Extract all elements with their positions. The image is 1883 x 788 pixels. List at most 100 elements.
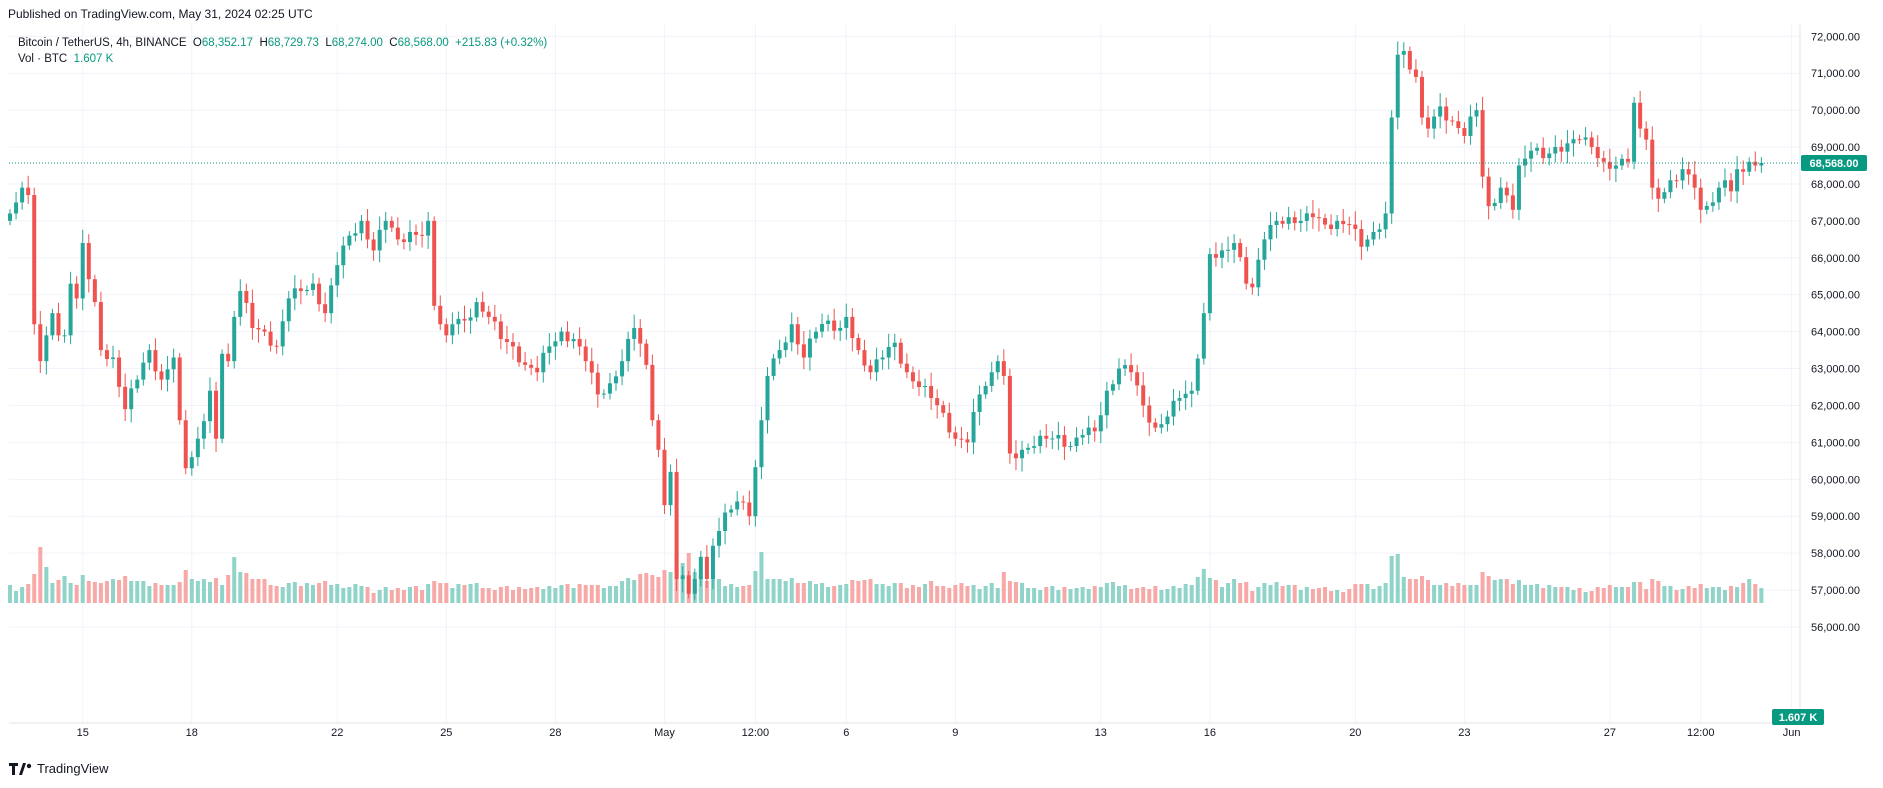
candle-body [989, 372, 994, 386]
y-tick-label: 68,000.00 [1811, 179, 1860, 191]
volume-bar [498, 587, 503, 603]
volume-bar [262, 579, 267, 603]
candle-body [1123, 365, 1128, 369]
volume-bar [1044, 587, 1049, 603]
volume-bar [1092, 586, 1097, 603]
volume-bar [1080, 587, 1085, 603]
volume-bar [723, 586, 728, 603]
volume-bar [1571, 590, 1576, 603]
candle-body [1050, 438, 1055, 440]
volume-bar [735, 587, 740, 603]
volume-bar [717, 579, 722, 603]
volume-bar [989, 583, 994, 603]
candle-body [1201, 313, 1206, 359]
volume-label[interactable]: Vol · BTC [18, 53, 68, 65]
candle-body [1141, 385, 1146, 406]
candle-body [1468, 116, 1473, 136]
candle-body [541, 352, 546, 373]
candle-body [1541, 147, 1546, 159]
volume-bar [1371, 589, 1376, 603]
volume-bar [1419, 576, 1424, 603]
candle-body [1365, 239, 1370, 247]
volume-bar [298, 586, 303, 603]
volume-bar [426, 584, 431, 603]
volume-row: Vol · BTC 1.607 K [18, 51, 547, 67]
candle-body [1704, 205, 1709, 210]
candle-body [365, 220, 370, 240]
x-tick-label: May [654, 727, 675, 739]
candle-body [414, 231, 419, 235]
volume-bar [1026, 588, 1031, 603]
candle-body [947, 412, 952, 433]
last-volume-badge [1772, 709, 1824, 725]
volume-bar [1426, 580, 1431, 603]
y-tick-label: 64,000.00 [1811, 327, 1860, 339]
candle-body [1135, 372, 1140, 386]
chart-frame[interactable]: 56,000.00 57,000.00 58,000.00 59,000.00 60,0… [0, 25, 1883, 758]
candle-body [904, 363, 909, 373]
volume-bar [1347, 589, 1352, 603]
tradingview-footer[interactable]: TradingView [9, 761, 109, 776]
volume-bar [456, 584, 461, 603]
volume-bar [1153, 586, 1158, 603]
volume-bar [280, 587, 285, 603]
volume-bar [1462, 585, 1467, 603]
volume-bar [214, 578, 219, 603]
volume-bar [420, 590, 425, 603]
candle-body [450, 324, 455, 336]
low-label: L [325, 37, 332, 49]
volume-bar [1335, 590, 1340, 603]
candle-body [1547, 153, 1552, 159]
volume-bar [559, 585, 564, 603]
candle-body [1456, 121, 1461, 129]
candle-body [474, 302, 479, 318]
candle-body [268, 331, 273, 346]
candle-body [1674, 180, 1679, 182]
candle-body [56, 313, 61, 336]
candle-body [171, 357, 176, 370]
volume-bar [44, 567, 49, 603]
volume-bar [850, 580, 855, 603]
volume-bar [977, 589, 982, 603]
volume-bar [698, 576, 703, 603]
volume-bar [50, 583, 55, 603]
candle-body [1432, 116, 1437, 129]
candle-body [801, 344, 806, 358]
volume-bar [1262, 583, 1267, 603]
volume-bar [244, 573, 249, 603]
candle-body [1238, 243, 1243, 258]
candle-body [286, 298, 291, 322]
candle-body [1644, 128, 1649, 140]
volume-bar [747, 585, 752, 603]
volume-bar [1104, 583, 1109, 603]
high-label: H [259, 37, 268, 49]
candle-body [923, 385, 928, 388]
candle-body [807, 338, 812, 358]
close-value: 68,568.00 [397, 37, 449, 49]
candle-body [1419, 76, 1424, 118]
volume-bar [553, 588, 558, 603]
symbol-label[interactable]: Bitcoin / TetherUS, 4h, BINANCE [18, 37, 187, 49]
candle-body [1316, 217, 1321, 219]
volume-bar [1692, 588, 1697, 603]
candle-body [359, 220, 364, 234]
candle-body [1195, 358, 1200, 391]
chart-legend: Bitcoin / TetherUS, 4h, BINANCE O68,352.… [18, 35, 547, 67]
candle-body [329, 285, 334, 314]
candle-body [704, 556, 709, 580]
volume-bar [311, 585, 315, 603]
volume-bar [1492, 580, 1497, 603]
candle-body [662, 449, 667, 506]
x-tick-label: 20 [1349, 727, 1361, 739]
volume-bar [474, 583, 479, 603]
volume-bar [626, 578, 631, 603]
candle-body [159, 371, 164, 380]
candle-body [1492, 202, 1497, 207]
volume-bar [1565, 587, 1570, 603]
candlestick-chart[interactable]: 56,000.00 57,000.00 58,000.00 59,000.00 60,0… [0, 25, 1883, 758]
volume-bar [38, 547, 43, 603]
x-tick-label: 27 [1604, 727, 1616, 739]
volume-bar [777, 579, 782, 603]
candle-body [898, 342, 903, 364]
volume-bar [98, 583, 103, 603]
